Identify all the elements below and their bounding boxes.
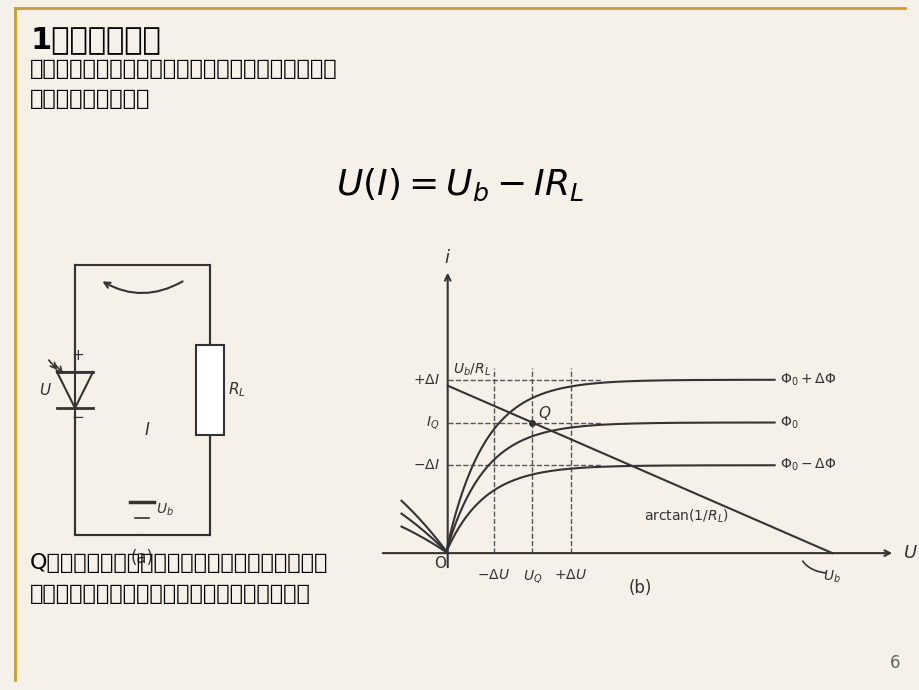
Text: $\Phi_0$: $\Phi_0$ bbox=[778, 414, 798, 431]
Text: $Q$: $Q$ bbox=[538, 404, 551, 422]
Text: O: O bbox=[433, 555, 445, 571]
Text: $U_Q$: $U_Q$ bbox=[522, 568, 541, 585]
Text: $-\Delta U$: $-\Delta U$ bbox=[477, 568, 510, 582]
Text: −: − bbox=[72, 410, 85, 425]
Text: $+\Delta U$: $+\Delta U$ bbox=[553, 568, 586, 582]
Text: $I$: $I$ bbox=[144, 421, 151, 439]
Text: $U_b/R_L$: $U_b/R_L$ bbox=[452, 362, 490, 377]
Text: $\Phi_0 + \Delta\Phi$: $\Phi_0 + \Delta\Phi$ bbox=[778, 371, 835, 388]
Text: $i$: $i$ bbox=[444, 249, 450, 267]
Text: $I_Q$: $I_Q$ bbox=[425, 414, 439, 431]
Text: (b): (b) bbox=[628, 579, 651, 597]
Text: $U(I) = U_b - IR_L$: $U(I) = U_b - IR_L$ bbox=[335, 167, 584, 203]
Text: $U_b$: $U_b$ bbox=[823, 568, 840, 584]
Text: $+\Delta I$: $+\Delta I$ bbox=[413, 373, 439, 387]
Text: 6: 6 bbox=[889, 654, 899, 672]
Text: $U$: $U$ bbox=[39, 382, 51, 398]
Text: $U$: $U$ bbox=[902, 544, 916, 562]
Text: Q点为输入电路的静态工作点；当输入光通量改变
时，在负载电阻上会产生变化的电压信号输出。: Q点为输入电路的静态工作点；当输入光通量改变 时，在负载电阻上会产生变化的电压信… bbox=[30, 553, 328, 604]
Text: $\Phi_0 - \Delta\Phi$: $\Phi_0 - \Delta\Phi$ bbox=[778, 457, 835, 473]
Bar bbox=[196, 345, 223, 435]
Text: arctan$(1/R_L)$: arctan$(1/R_L)$ bbox=[643, 508, 729, 525]
Text: 1、图解计算法: 1、图解计算法 bbox=[30, 25, 161, 54]
Text: $-\Delta I$: $-\Delta I$ bbox=[413, 458, 439, 472]
Text: $R_L$: $R_L$ bbox=[228, 381, 245, 400]
Text: +: + bbox=[72, 348, 85, 363]
Text: 包含非线性元件的串联电路的图解法对恒流源器件的
输入电路进行计算：: 包含非线性元件的串联电路的图解法对恒流源器件的 输入电路进行计算： bbox=[30, 59, 337, 109]
Text: (a): (a) bbox=[130, 549, 153, 567]
Text: $U_b$: $U_b$ bbox=[156, 502, 175, 518]
